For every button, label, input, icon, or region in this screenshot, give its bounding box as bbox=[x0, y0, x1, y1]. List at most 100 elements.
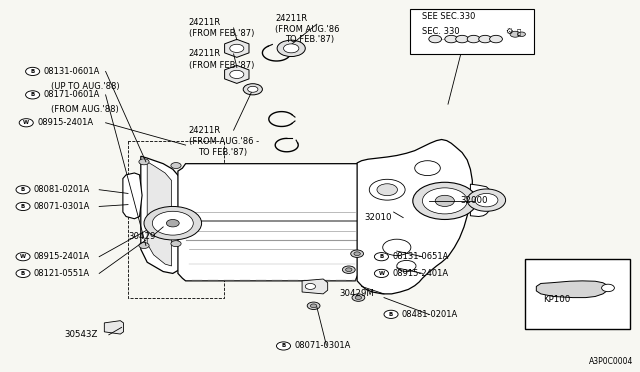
Circle shape bbox=[166, 219, 179, 227]
Text: B: B bbox=[380, 254, 383, 259]
Text: (UP TO AUG.'88): (UP TO AUG.'88) bbox=[51, 82, 120, 91]
Circle shape bbox=[479, 35, 492, 43]
Circle shape bbox=[26, 67, 40, 76]
Circle shape bbox=[16, 269, 30, 278]
Text: SEC. 330: SEC. 330 bbox=[422, 27, 460, 36]
Text: 24211R: 24211R bbox=[275, 14, 307, 23]
Text: 30429: 30429 bbox=[128, 232, 156, 241]
Circle shape bbox=[342, 266, 355, 273]
Text: W: W bbox=[378, 271, 385, 276]
Circle shape bbox=[377, 184, 397, 196]
Text: 08915-2401A: 08915-2401A bbox=[392, 269, 449, 278]
Text: 参: 参 bbox=[517, 28, 522, 35]
Text: 08131-0601A: 08131-0601A bbox=[44, 67, 100, 76]
Polygon shape bbox=[536, 281, 608, 298]
Circle shape bbox=[456, 35, 468, 43]
Polygon shape bbox=[141, 156, 179, 273]
Circle shape bbox=[374, 253, 388, 261]
Text: 32000: 32000 bbox=[461, 196, 488, 205]
Circle shape bbox=[19, 119, 33, 127]
Circle shape bbox=[467, 189, 506, 211]
Circle shape bbox=[16, 202, 30, 211]
Polygon shape bbox=[225, 39, 249, 57]
Text: (FROM FEB.'87): (FROM FEB.'87) bbox=[189, 61, 254, 70]
Circle shape bbox=[243, 84, 262, 95]
Circle shape bbox=[355, 296, 362, 299]
Text: ⚙: ⚙ bbox=[506, 27, 513, 36]
Circle shape bbox=[467, 35, 480, 43]
Circle shape bbox=[144, 206, 202, 240]
Circle shape bbox=[429, 35, 442, 43]
Text: 08481-0201A: 08481-0201A bbox=[402, 310, 458, 319]
Circle shape bbox=[248, 86, 258, 92]
Circle shape bbox=[230, 44, 244, 52]
Circle shape bbox=[422, 188, 467, 214]
FancyBboxPatch shape bbox=[525, 259, 630, 329]
Polygon shape bbox=[147, 162, 172, 266]
Circle shape bbox=[413, 182, 477, 219]
Circle shape bbox=[397, 260, 416, 272]
Polygon shape bbox=[178, 164, 358, 281]
Text: W: W bbox=[20, 254, 26, 259]
Text: KP100: KP100 bbox=[543, 295, 570, 304]
Polygon shape bbox=[225, 65, 249, 83]
Circle shape bbox=[351, 250, 364, 257]
Circle shape bbox=[16, 186, 30, 194]
Text: 08131-0651A: 08131-0651A bbox=[392, 252, 449, 261]
Circle shape bbox=[384, 310, 398, 318]
Circle shape bbox=[307, 302, 320, 310]
Text: B: B bbox=[282, 343, 285, 349]
Circle shape bbox=[374, 269, 388, 278]
Text: B: B bbox=[31, 69, 35, 74]
Polygon shape bbox=[123, 173, 142, 219]
Text: B: B bbox=[31, 92, 35, 97]
Circle shape bbox=[354, 252, 360, 256]
Text: B: B bbox=[21, 187, 25, 192]
Text: SEE SEC.330: SEE SEC.330 bbox=[422, 12, 476, 21]
Text: 24211R: 24211R bbox=[189, 126, 221, 135]
Text: B: B bbox=[21, 271, 25, 276]
Text: W: W bbox=[23, 120, 29, 125]
Text: 08121-0551A: 08121-0551A bbox=[34, 269, 90, 278]
Circle shape bbox=[490, 35, 502, 43]
Text: (FROM AUG.'88): (FROM AUG.'88) bbox=[51, 105, 119, 114]
Polygon shape bbox=[470, 184, 490, 217]
Text: A3P0C0004: A3P0C0004 bbox=[589, 357, 634, 366]
Circle shape bbox=[346, 268, 352, 272]
Circle shape bbox=[602, 284, 614, 292]
Circle shape bbox=[310, 304, 317, 308]
Text: 30543Z: 30543Z bbox=[64, 330, 97, 339]
Circle shape bbox=[171, 163, 181, 169]
Circle shape bbox=[139, 243, 149, 248]
Text: B: B bbox=[21, 204, 25, 209]
Circle shape bbox=[352, 294, 365, 301]
Text: TO FEB.'87): TO FEB.'87) bbox=[198, 148, 248, 157]
Circle shape bbox=[230, 70, 244, 78]
Circle shape bbox=[518, 32, 525, 36]
Text: 24211R: 24211R bbox=[189, 18, 221, 27]
Text: 08071-0301A: 08071-0301A bbox=[294, 341, 351, 350]
Text: 08171-0601A: 08171-0601A bbox=[44, 90, 100, 99]
Polygon shape bbox=[302, 279, 328, 294]
Circle shape bbox=[277, 40, 305, 57]
Text: B: B bbox=[389, 312, 393, 317]
Text: (FROM FEB.'87): (FROM FEB.'87) bbox=[189, 29, 254, 38]
Polygon shape bbox=[104, 321, 124, 334]
Text: 08915-2401A: 08915-2401A bbox=[37, 118, 93, 127]
Circle shape bbox=[415, 161, 440, 176]
Circle shape bbox=[276, 342, 291, 350]
Text: (FROM AUG.'86 -: (FROM AUG.'86 - bbox=[189, 137, 259, 146]
Circle shape bbox=[305, 283, 316, 289]
Circle shape bbox=[435, 195, 454, 206]
Text: 08071-0301A: 08071-0301A bbox=[34, 202, 90, 211]
Text: (FROM AUG.'86: (FROM AUG.'86 bbox=[275, 25, 340, 34]
FancyBboxPatch shape bbox=[410, 9, 534, 54]
Circle shape bbox=[445, 35, 458, 43]
Text: 32010: 32010 bbox=[365, 213, 392, 222]
Circle shape bbox=[475, 193, 498, 207]
Circle shape bbox=[139, 159, 149, 165]
Circle shape bbox=[284, 44, 299, 53]
Circle shape bbox=[369, 179, 405, 200]
Text: TO FEB.'87): TO FEB.'87) bbox=[285, 35, 334, 44]
Circle shape bbox=[16, 253, 30, 261]
